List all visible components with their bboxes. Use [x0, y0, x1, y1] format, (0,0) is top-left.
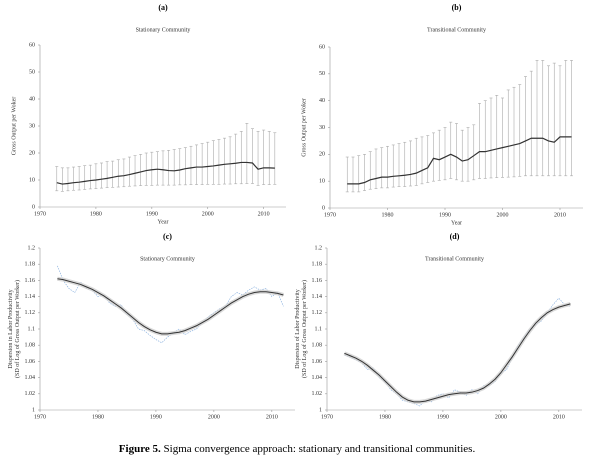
y-tick-label: 1.02	[312, 391, 323, 397]
y-tick-label: 40	[319, 98, 325, 104]
x-tick-label: 2000	[497, 212, 509, 218]
x-tick-label: 2000	[495, 414, 507, 420]
panel-label: (c)	[163, 232, 172, 241]
mean-line	[347, 136, 572, 185]
y-tick-label: 20	[319, 152, 325, 158]
y-tick-label: 1.16	[312, 278, 323, 284]
x-tick-label: 1980	[379, 414, 391, 420]
y-tick-label: 50	[319, 71, 325, 77]
y-tick-label: 1.14	[312, 294, 323, 300]
smoothed-line	[57, 278, 284, 335]
caption: Figure 5. Sigma convergence approach: st…	[119, 443, 476, 455]
y-tick-label: 1.18	[312, 262, 323, 268]
x-tick-label: 2010	[266, 414, 278, 420]
y-tick-label: 1.04	[25, 375, 36, 381]
panel-label: (a)	[158, 3, 168, 12]
y-tick-label: 1.2	[28, 245, 36, 251]
panel-label: (b)	[452, 3, 462, 12]
y-tick-label: 1.04	[312, 375, 323, 381]
y-axis-label: (SD of Log of Gross Output per Worker)	[14, 280, 21, 378]
y-tick-label: 1.1	[315, 326, 323, 332]
caption-label: Figure 5.	[119, 443, 161, 455]
y-axis-label: Dispersion in Labor Productivity	[8, 289, 14, 368]
y-tick-label: 1.1	[28, 326, 36, 332]
y-axis-label: Dispersion of Labor Productivity	[294, 289, 301, 369]
y-axis-label: Gross Output per Woker	[301, 98, 307, 157]
y-tick-label: 1.06	[25, 359, 36, 365]
smoothed-line	[344, 303, 571, 403]
observed-line	[344, 297, 571, 407]
x-tick-label: 1980	[90, 211, 102, 217]
x-tick-label: 1970	[321, 414, 333, 420]
x-axis-label: Year	[451, 220, 462, 226]
y-tick-label: 1.06	[312, 359, 323, 365]
x-tick-label: 1990	[437, 414, 449, 420]
y-tick-label: 1.12	[312, 310, 323, 316]
x-tick-label: 2000	[208, 414, 220, 420]
y-tick-label: 10	[29, 177, 35, 183]
chart-title: Stationary Community	[136, 27, 191, 33]
x-tick-label: 1970	[34, 414, 46, 420]
y-tick-label: 50	[29, 69, 35, 75]
y-tick-label: 1	[319, 407, 322, 413]
x-tick-label: 2010	[553, 414, 565, 420]
y-tick-label: 60	[29, 42, 35, 48]
confidence-band	[57, 276, 284, 336]
y-tick-label: 1.08	[312, 343, 323, 349]
x-tick-label: 1990	[439, 212, 451, 218]
y-tick-label: 60	[319, 44, 325, 50]
mean-line	[56, 161, 275, 185]
confidence-band	[343, 301, 571, 404]
y-tick-label: 1.12	[25, 310, 36, 316]
observed-line	[57, 265, 284, 344]
y-tick-label: 1.16	[25, 278, 36, 284]
y-axis-label: (SD of Log of Gross Output per Worker)	[301, 280, 308, 378]
y-tick-label: 0	[322, 205, 325, 211]
x-tick-label: 1970	[324, 212, 336, 218]
y-tick-label: 1.2	[315, 245, 323, 251]
y-tick-label: 1.08	[25, 343, 36, 349]
chart-title: Transitional Community	[425, 256, 484, 262]
x-tick-label: 1990	[146, 211, 158, 217]
x-tick-label: 1980	[382, 212, 394, 218]
x-tick-label: 2010	[554, 212, 566, 218]
y-tick-label: 10	[319, 179, 325, 185]
y-tick-label: 1.18	[25, 262, 36, 268]
chart-title: Stationary Community	[140, 256, 195, 262]
y-tick-label: 30	[29, 123, 35, 129]
x-axis-label: Year	[157, 219, 168, 225]
y-tick-label: 20	[29, 150, 35, 156]
x-tick-label: 2000	[202, 211, 214, 217]
y-tick-label: 1	[32, 407, 35, 413]
y-tick-label: 1.02	[25, 391, 36, 397]
y-tick-label: 30	[319, 125, 325, 131]
x-tick-label: 1990	[150, 414, 162, 420]
panel-label: (d)	[450, 232, 460, 241]
y-axis-label: Gross Output per Woker	[11, 97, 17, 156]
y-tick-label: 1.14	[25, 294, 36, 300]
chart-title: Transitional Community	[427, 27, 486, 33]
x-tick-label: 2010	[258, 211, 270, 217]
y-tick-label: 0	[32, 204, 35, 210]
x-tick-label: 1970	[34, 211, 46, 217]
y-tick-label: 40	[29, 96, 35, 102]
x-tick-label: 1980	[92, 414, 104, 420]
caption-text: Sigma convergence approach: stationary a…	[164, 443, 476, 455]
